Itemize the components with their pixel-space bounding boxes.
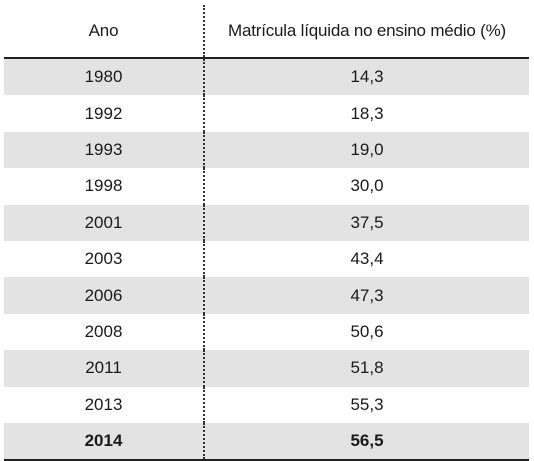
enrollment-cell: 19,0 bbox=[204, 131, 529, 169]
table-row: 2003 43,4 bbox=[4, 240, 529, 278]
enrollment-cell: 50,6 bbox=[350, 321, 384, 341]
enrollment-table: Ano Matrícula líquida no ensino médio (%… bbox=[4, 5, 529, 461]
year-cell: 2001 bbox=[4, 204, 205, 241]
year-cell: 2003 bbox=[4, 240, 205, 278]
table-row: 1980 14,3 bbox=[4, 58, 529, 96]
table-header-row: Ano Matrícula líquida no ensino médio (%… bbox=[4, 5, 529, 59]
enrollment-cell: 30,0 bbox=[350, 176, 384, 196]
table-row-highlighted: 2014 56,5 bbox=[4, 422, 529, 461]
enrollment-cell: 56,5 bbox=[204, 422, 529, 461]
year-cell: 2011 bbox=[4, 350, 205, 387]
column-header-enrollment: Matrícula líquida no ensino médio (%) bbox=[204, 5, 529, 59]
enrollment-cell: 43,4 bbox=[350, 249, 384, 269]
table-row: 1998 30,0 bbox=[4, 168, 529, 205]
year-cell: 2008 bbox=[4, 313, 205, 351]
table-row: 1993 19,0 bbox=[4, 131, 529, 169]
data-table-container: Ano Matrícula líquida no ensino médio (%… bbox=[4, 5, 529, 461]
year-cell: 2014 bbox=[4, 422, 205, 461]
table-row: 2001 37,5 bbox=[4, 204, 529, 241]
column-header-year: Ano bbox=[4, 5, 205, 59]
year-cell: 1992 bbox=[4, 95, 205, 132]
table-row: 2011 51,8 bbox=[4, 350, 529, 387]
year-cell: 1980 bbox=[4, 58, 205, 96]
table-row: 2006 47,3 bbox=[4, 277, 529, 314]
year-cell: 2013 bbox=[4, 386, 205, 423]
enrollment-cell: 18,3 bbox=[350, 103, 384, 123]
year-cell: 2006 bbox=[4, 277, 205, 314]
year-cell: 1998 bbox=[4, 168, 205, 205]
enrollment-cell: 14,3 bbox=[204, 58, 529, 96]
table-row: 2008 50,6 bbox=[4, 313, 529, 351]
enrollment-cell: 47,3 bbox=[204, 277, 529, 314]
enrollment-cell: 55,3 bbox=[350, 394, 384, 414]
year-cell: 1993 bbox=[4, 131, 205, 169]
enrollment-cell: 51,8 bbox=[204, 350, 529, 387]
table-row: 1992 18,3 bbox=[4, 95, 529, 132]
table-row: 2013 55,3 bbox=[4, 386, 529, 423]
enrollment-cell: 37,5 bbox=[204, 204, 529, 241]
